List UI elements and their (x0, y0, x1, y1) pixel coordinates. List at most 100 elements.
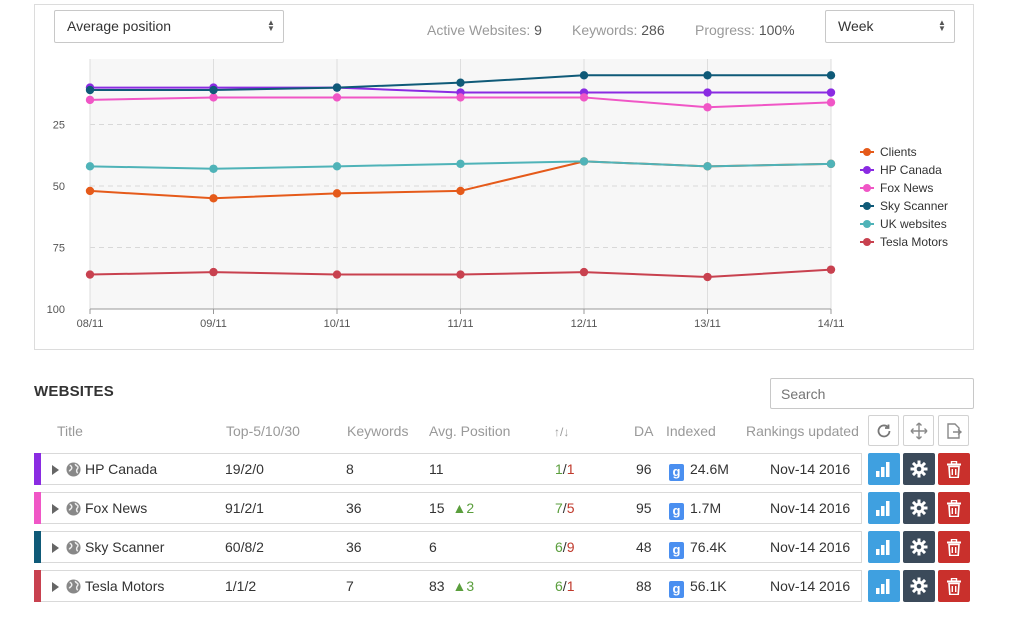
col-title[interactable]: Title (57, 423, 83, 439)
legend-item[interactable]: HP Canada (857, 161, 948, 179)
indexed-value: 1.7M (690, 500, 722, 516)
stats-button[interactable] (868, 570, 900, 602)
expand-arrow-icon[interactable] (52, 582, 59, 592)
settings-button[interactable] (903, 453, 935, 485)
row-keywords: 8 (346, 461, 354, 477)
legend-swatch (860, 184, 874, 192)
active-websites-stat: Active Websites: 9 (427, 22, 542, 38)
stats-button[interactable] (868, 453, 900, 485)
legend-swatch (860, 238, 874, 246)
data-point-sky-scanner (85, 85, 95, 95)
row-keywords: 36 (346, 539, 362, 555)
globe-icon (66, 540, 81, 555)
settings-button[interactable] (903, 531, 935, 563)
stats-button[interactable] (868, 531, 900, 563)
row-color-bar (34, 492, 41, 524)
move-icon (910, 422, 927, 439)
data-point-uk-websites (456, 159, 465, 169)
delete-button[interactable] (938, 531, 970, 563)
expand-arrow-icon[interactable] (52, 465, 59, 475)
expand-arrow-icon[interactable] (52, 504, 59, 514)
row-rankings-updated: Nov-14 2016 (770, 500, 851, 516)
google-icon: g (669, 503, 684, 520)
data-point-fox-news (332, 93, 342, 102)
row-da: 95 (636, 500, 652, 516)
export-button[interactable] (938, 415, 969, 446)
select-caret-icon: ▲ ▼ (938, 18, 946, 33)
refresh-button[interactable] (868, 415, 899, 446)
row-title[interactable]: Tesla Motors (85, 578, 165, 594)
data-point-uk-websites (579, 157, 589, 166)
row-avg-position: 6 (429, 539, 441, 555)
x-tick-label: 12/11 (571, 318, 598, 330)
legend-item[interactable]: Tesla Motors (857, 233, 948, 251)
data-point-uk-websites (209, 164, 218, 173)
row-keywords: 7 (346, 578, 354, 594)
legend-item[interactable]: Fox News (857, 179, 948, 197)
keywords-stat: Keywords: 286 (572, 22, 665, 38)
row-rankings-updated: Nov-14 2016 (770, 461, 851, 477)
x-tick-label: 13/11 (694, 318, 721, 330)
row-title[interactable]: Sky Scanner (85, 539, 165, 555)
table-row[interactable]: HP Canada 19/2/0 8 11 1/1 96 g 24.6M Nov-14 201… (34, 453, 862, 485)
x-tick-label: 11/11 (448, 318, 474, 330)
average-position-chart: 25 50 75 100 08/11 09/11 10/11 11/11 12/11 13/11 1… (47, 59, 844, 330)
row-top: 1/1/2 (225, 578, 257, 594)
col-top[interactable]: Top-5/10/30 (226, 423, 300, 439)
chart-legend: Clients HP Canada Fox News Sky Scanner UK we… (857, 143, 948, 251)
data-point-uk-websites (703, 162, 712, 171)
indexed-value: 76.4K (690, 539, 727, 555)
google-icon: g (669, 464, 684, 481)
legend-item[interactable]: Clients (857, 143, 948, 161)
col-keywords[interactable]: Keywords (347, 423, 409, 439)
row-keywords: 36 (346, 500, 362, 516)
google-icon: g (669, 542, 684, 559)
expand-arrow-icon[interactable] (52, 543, 59, 553)
bar-chart-icon (876, 540, 890, 555)
bar-chart-icon (876, 579, 890, 594)
y-tick-label: 75 (53, 243, 65, 255)
col-avg-position[interactable]: Avg. Position (429, 423, 511, 439)
gear-icon (910, 538, 928, 556)
table-row[interactable]: Sky Scanner 60/8/2 36 6 6/9 48 g 76.4K Nov-14 2… (34, 531, 862, 563)
metric-select[interactable]: Average position ▲ ▼ (54, 10, 284, 43)
up-count: 7 (555, 500, 563, 516)
legend-swatch (860, 202, 874, 210)
x-tick-label: 09/11 (200, 318, 227, 330)
bar-chart-icon (876, 501, 890, 516)
legend-label: HP Canada (880, 163, 942, 177)
delete-button[interactable] (938, 453, 970, 485)
col-da[interactable]: DA (634, 423, 654, 439)
search-input[interactable] (770, 378, 974, 409)
stats-button[interactable] (868, 492, 900, 524)
avg-value: 15 (429, 500, 445, 516)
globe-icon (66, 462, 81, 477)
up-count: 6 (555, 539, 563, 555)
avg-value: 11 (429, 461, 444, 477)
legend-label: UK websites (880, 217, 947, 231)
col-up-down[interactable]: ↑/↓ (554, 425, 570, 439)
data-point-tesla-motors (579, 267, 589, 277)
row-avg-position: 15 ▲2 (429, 500, 474, 516)
legend-item[interactable]: Sky Scanner (857, 197, 948, 215)
col-rankings-updated[interactable]: Rankings updated (746, 423, 859, 439)
settings-button[interactable] (903, 492, 935, 524)
settings-button[interactable] (903, 570, 935, 602)
data-point-tesla-motors (209, 267, 218, 277)
row-title[interactable]: Fox News (85, 500, 148, 516)
x-tick-label: 10/11 (324, 318, 351, 330)
delete-button[interactable] (938, 570, 970, 602)
period-select[interactable]: Week ▲ ▼ (825, 10, 955, 43)
row-title[interactable]: HP Canada (85, 461, 158, 477)
row-up-down: 6/9 (555, 539, 575, 555)
up-count: 6 (555, 578, 563, 594)
websites-title: WEBSITES (34, 383, 114, 400)
row-da: 48 (636, 539, 652, 555)
data-point-fox-news (209, 93, 218, 102)
col-indexed[interactable]: Indexed (666, 423, 716, 439)
table-row[interactable]: Fox News 91/2/1 36 15 ▲2 7/5 95 g 1.7M Nov-14 20… (34, 492, 862, 524)
legend-item[interactable]: UK websites (857, 215, 948, 233)
move-button[interactable] (903, 415, 934, 446)
delete-button[interactable] (938, 492, 970, 524)
table-row[interactable]: Tesla Motors 1/1/2 7 83 ▲3 6/1 88 g 56.1K Nov-14… (34, 570, 862, 602)
